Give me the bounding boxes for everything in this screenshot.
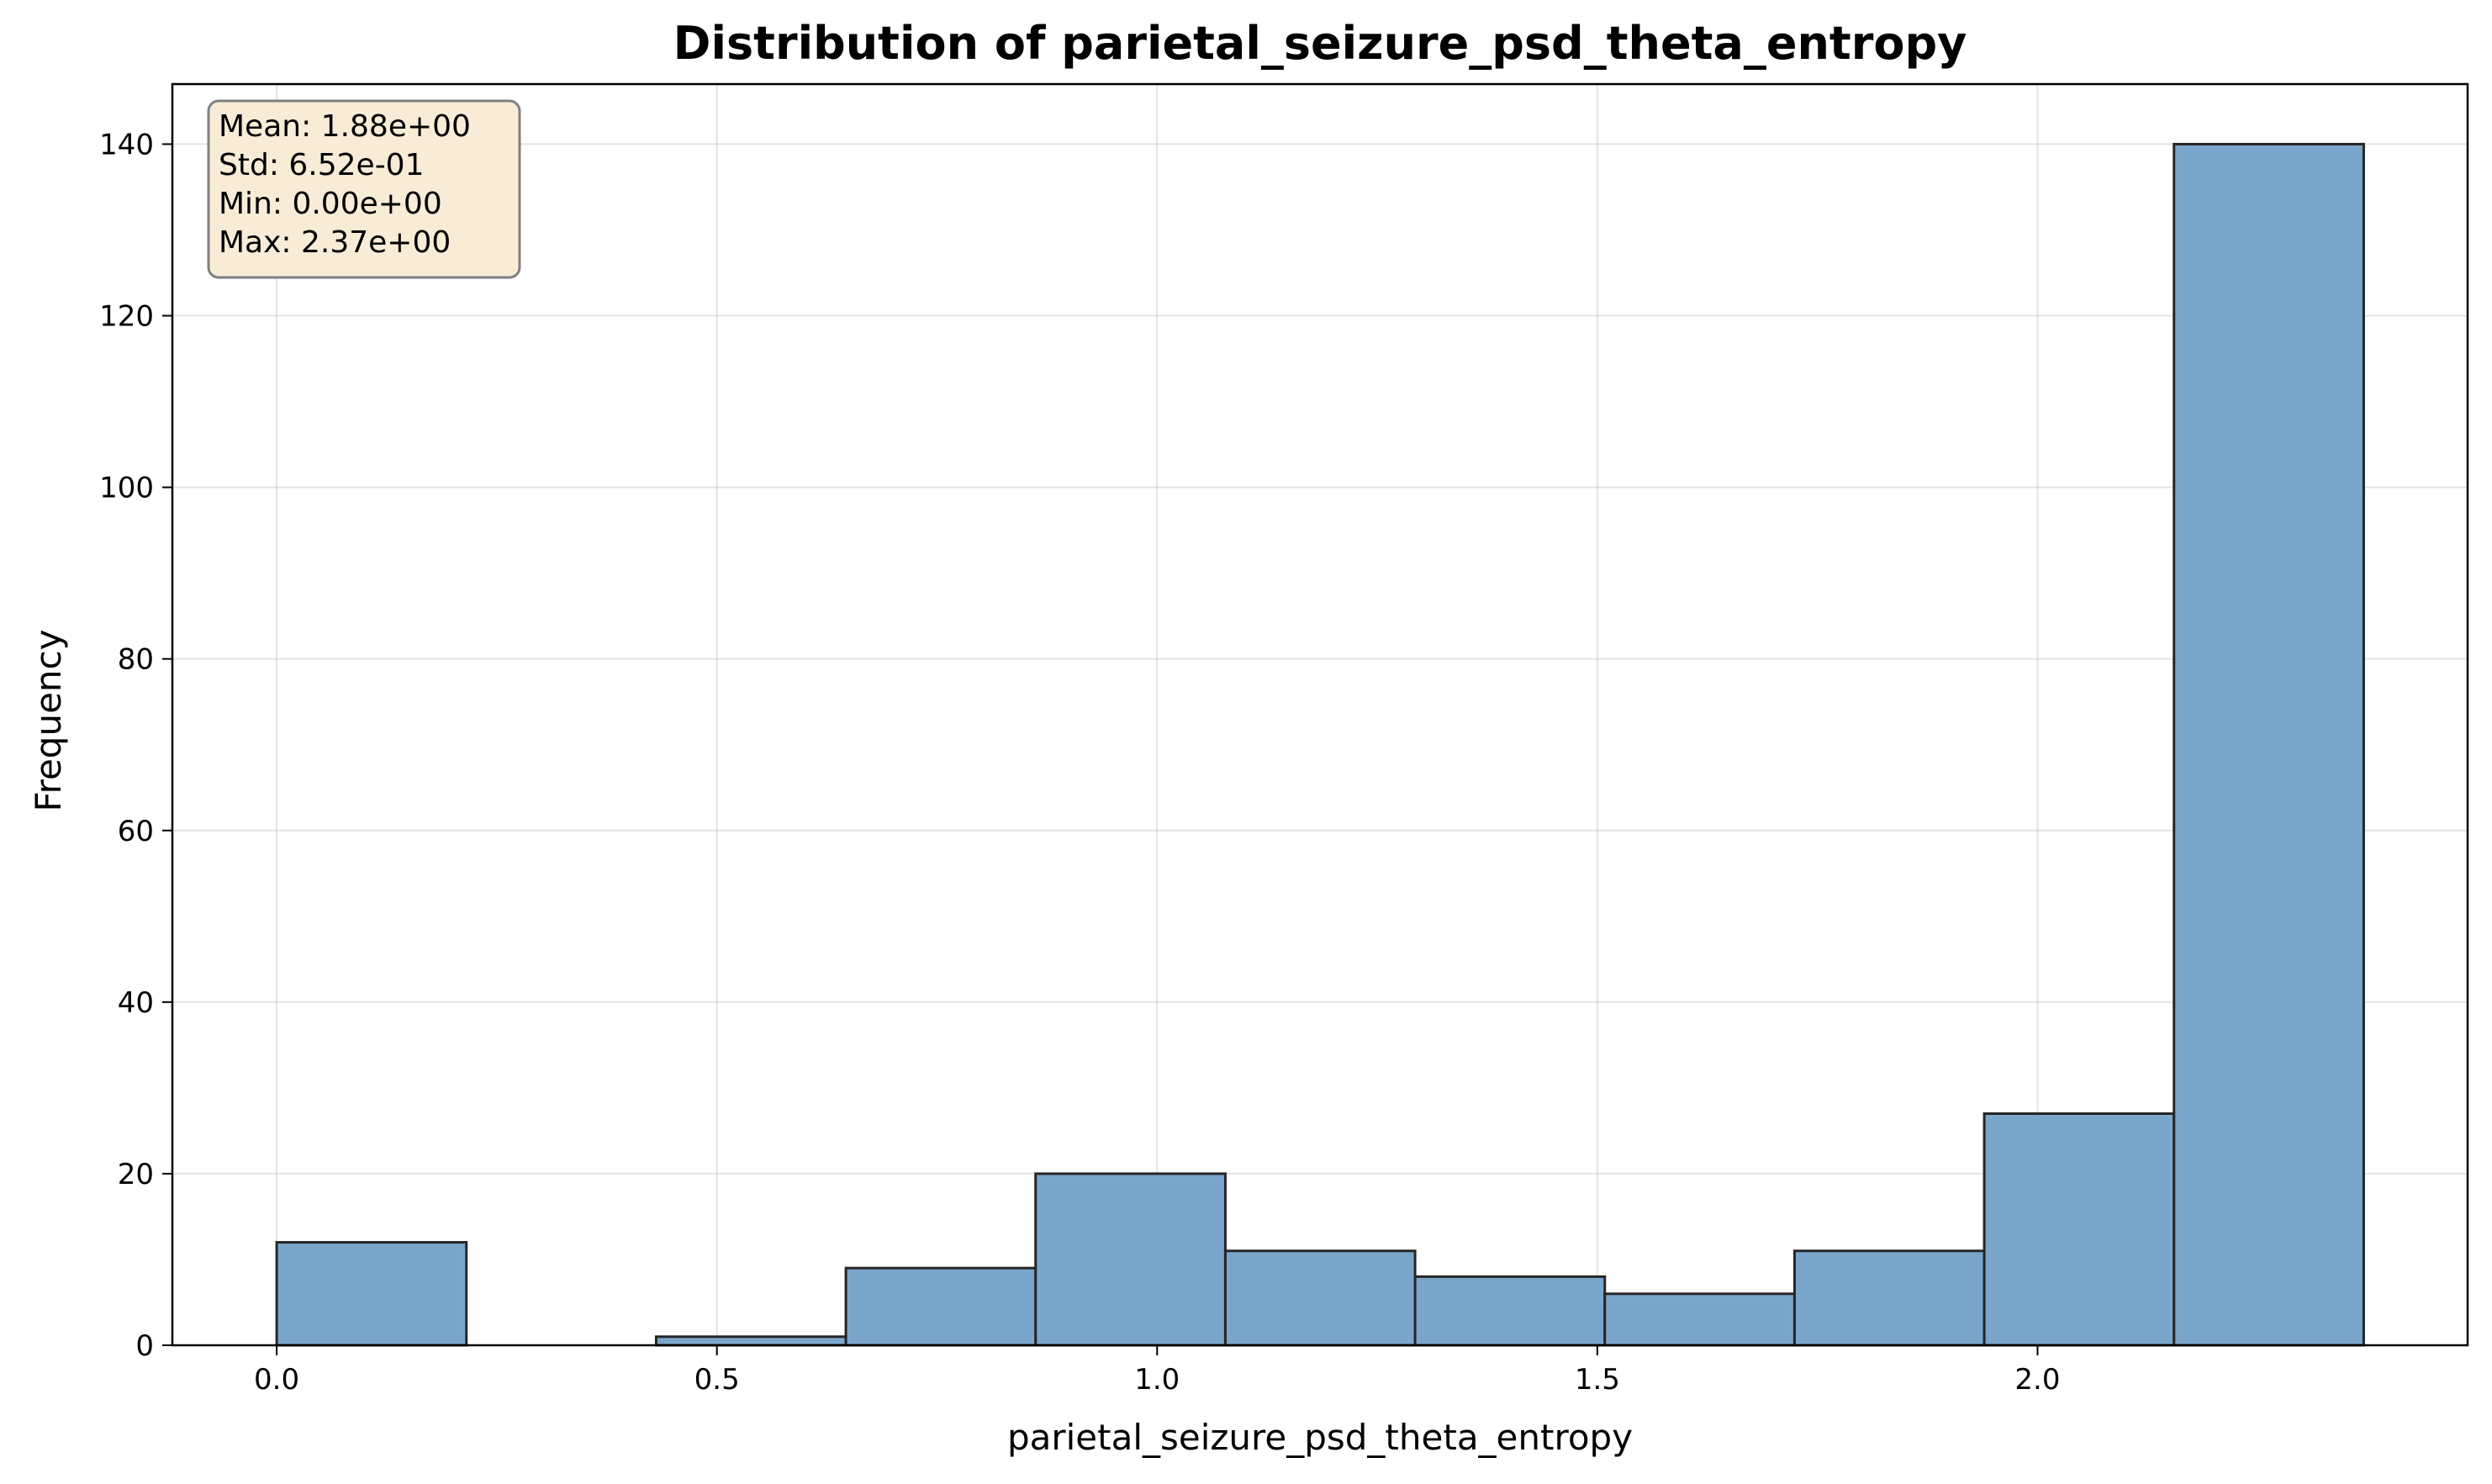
histogram-bar [2173,142,2365,1347]
y-tick-label: 100 [99,472,154,505]
x-tick-label: 1.5 [1575,1363,1620,1397]
stats-line: Max: 2.37e+00 [219,225,451,260]
x-tick-label: 0.5 [694,1363,740,1397]
histogram-bars [275,142,2365,1347]
y-tick-label: 140 [99,128,154,161]
x-tick-label: 1.0 [1134,1363,1180,1397]
chart-title: Distribution of parietal_seizure_psd_the… [673,17,1967,70]
y-axis-label: Frequency [28,630,69,812]
histogram-bar [1223,1249,1417,1347]
x-tick-label: 2.0 [2014,1363,2060,1397]
histogram-bar [275,1241,468,1347]
y-axis-ticks: 0 20 40 60 80 100 120 140 [99,128,172,1363]
plot-area-frame [171,82,2469,1347]
y-tick-label: 80 [118,643,154,677]
stats-box-background [207,99,521,279]
stats-line: Mean: 1.88e+00 [219,109,471,144]
histogram-bar [1413,1275,1607,1347]
histogram-bar [1603,1292,1796,1347]
stats-box: Mean: 1.88e+00 Std: 6.52e-01 Min: 0.00e+00… [207,99,521,279]
y-tick-label: 40 [118,986,154,1020]
histogram-bar [1983,1112,2176,1347]
x-tick-label: 0.0 [254,1363,299,1397]
histogram-bar [844,1266,1037,1347]
histogram-bar [1034,1172,1227,1347]
y-tick-label: 20 [118,1158,154,1191]
stats-line: Std: 6.52e-01 [219,148,425,182]
x-axis-ticks: 0.0 0.5 1.0 1.5 2.0 [254,1345,2060,1397]
stats-line: Min: 0.00e+00 [219,187,442,221]
histogram-bar [1792,1249,1986,1347]
y-tick-label: 0 [135,1329,154,1363]
y-tick-label: 120 [99,300,154,334]
histogram-bar [654,1335,847,1347]
x-axis-label: parietal_seizure_psd_theta_entropy [1007,1417,1633,1458]
y-tick-label: 60 [118,815,154,848]
